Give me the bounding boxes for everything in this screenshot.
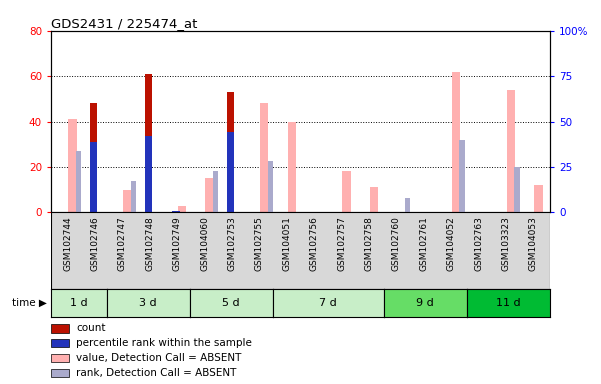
Bar: [51, 369, 69, 377]
Text: 5 d: 5 d: [222, 298, 240, 308]
Bar: [51, 324, 69, 333]
Bar: [460, 140, 465, 212]
Bar: [452, 71, 460, 212]
Text: value, Detection Call = ABSENT: value, Detection Call = ABSENT: [76, 353, 242, 363]
Bar: [288, 121, 296, 212]
Text: GSM104060: GSM104060: [200, 216, 209, 271]
Text: GSM102760: GSM102760: [392, 216, 401, 271]
Text: time ▶: time ▶: [12, 298, 47, 308]
Text: 1 d: 1 d: [70, 298, 88, 308]
Bar: [343, 172, 350, 212]
Text: GDS2431 / 225474_at: GDS2431 / 225474_at: [51, 17, 198, 30]
Text: GSM102749: GSM102749: [172, 216, 182, 271]
Bar: [76, 151, 81, 212]
Text: GSM102746: GSM102746: [90, 216, 99, 271]
Text: GSM102761: GSM102761: [419, 216, 429, 271]
Bar: [213, 170, 218, 212]
Text: GSM103323: GSM103323: [502, 216, 511, 271]
Text: 7 d: 7 d: [319, 298, 337, 308]
Bar: [227, 132, 234, 212]
Bar: [130, 182, 136, 212]
Bar: [172, 210, 180, 212]
Text: GSM104052: GSM104052: [447, 216, 456, 271]
Text: GSM102748: GSM102748: [145, 216, 154, 271]
Bar: [69, 119, 76, 212]
Bar: [90, 103, 97, 212]
Bar: [267, 162, 273, 212]
Text: 3 d: 3 d: [139, 298, 157, 308]
Text: GSM102758: GSM102758: [365, 216, 373, 271]
Text: GSM102756: GSM102756: [310, 216, 319, 271]
Bar: [260, 103, 269, 212]
Text: GSM102747: GSM102747: [118, 216, 127, 271]
Bar: [514, 167, 520, 212]
Bar: [145, 136, 152, 212]
Text: count: count: [76, 323, 106, 333]
Text: 11 d: 11 d: [496, 298, 520, 308]
Bar: [90, 142, 97, 212]
Bar: [507, 90, 515, 212]
Bar: [404, 198, 410, 212]
Text: percentile rank within the sample: percentile rank within the sample: [76, 338, 252, 348]
Text: GSM102755: GSM102755: [255, 216, 264, 271]
Text: GSM102753: GSM102753: [228, 216, 236, 271]
Bar: [178, 205, 186, 212]
Bar: [51, 339, 69, 348]
Text: GSM102757: GSM102757: [337, 216, 346, 271]
Bar: [145, 74, 152, 212]
Text: GSM102744: GSM102744: [63, 216, 72, 271]
Bar: [206, 178, 213, 212]
Text: 9 d: 9 d: [416, 298, 434, 308]
Text: GSM102763: GSM102763: [474, 216, 483, 271]
Bar: [370, 187, 378, 212]
Bar: [51, 354, 69, 362]
Bar: [534, 185, 543, 212]
Bar: [123, 190, 132, 212]
Text: GSM104051: GSM104051: [282, 216, 291, 271]
Bar: [227, 92, 234, 212]
Bar: [51, 212, 550, 289]
Text: rank, Detection Call = ABSENT: rank, Detection Call = ABSENT: [76, 368, 236, 378]
Text: GSM104053: GSM104053: [529, 216, 538, 271]
